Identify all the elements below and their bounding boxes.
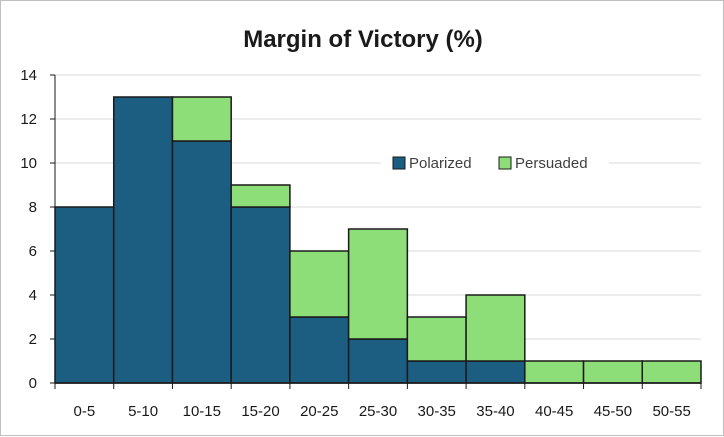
y-tick-label: 0	[29, 375, 37, 392]
legend-label-persuaded: Persuaded	[515, 155, 588, 172]
y-tick-label: 12	[20, 111, 37, 128]
x-tick-label: 25-30	[359, 403, 397, 420]
x-tick-label: 35-40	[476, 403, 514, 420]
bar-persuaded-25-30	[347, 228, 409, 340]
bar-polarized-35-40	[465, 360, 526, 384]
chart-title: Margin of Victory (%)	[243, 26, 483, 53]
bar-polarized-25-30	[347, 338, 409, 384]
y-tick-label: 8	[29, 199, 37, 216]
x-tick-label: 50-55	[652, 403, 690, 420]
legend-label-polarized: Polarized	[409, 155, 472, 172]
y-tick-label: 6	[29, 243, 37, 260]
legend-swatch-polarized	[392, 156, 406, 170]
y-tick-label: 14	[20, 67, 37, 84]
bar-polarized-15-20	[230, 206, 291, 384]
y-tick-label: 4	[29, 287, 37, 304]
x-tick-label: 20-25	[300, 403, 338, 420]
x-tick-label: 45-50	[594, 403, 632, 420]
bar-persuaded-50-55	[641, 360, 702, 384]
bar-persuaded-30-35	[406, 316, 467, 362]
x-tick-label: 5-10	[128, 403, 158, 420]
bar-persuaded-20-25	[289, 250, 350, 318]
bar-persuaded-35-40	[465, 294, 526, 362]
axes: 0 2 4 6 8 10 12 14 0-5 5-10 10-15 15-20 20-25 25-30 30…	[20, 67, 702, 420]
bar-polarized-20-25	[289, 316, 350, 384]
bar-persuaded-40-45	[524, 360, 585, 384]
x-tick-label: 15-20	[241, 403, 279, 420]
y-tick-label: 2	[29, 331, 37, 348]
bar-persuaded-15-20	[230, 184, 291, 208]
legend: Polarized Persuaded	[381, 149, 609, 177]
x-tick-label: 0-5	[74, 403, 96, 420]
x-tick-label: 30-35	[418, 403, 456, 420]
x-tick-label: 40-45	[535, 403, 573, 420]
x-tick-label: 10-15	[183, 403, 221, 420]
bar-polarized-5-10	[112, 96, 174, 384]
bar-polarized-0-5	[54, 206, 115, 384]
bars	[54, 96, 702, 384]
bar-persuaded-10-15	[171, 96, 232, 142]
legend-background	[381, 149, 609, 177]
y-tick-label: 10	[20, 155, 37, 172]
bar-polarized-30-35	[406, 360, 467, 384]
bar-persuaded-45-50	[582, 360, 644, 384]
legend-swatch-persuaded	[498, 156, 512, 170]
bar-polarized-10-15	[171, 140, 232, 384]
